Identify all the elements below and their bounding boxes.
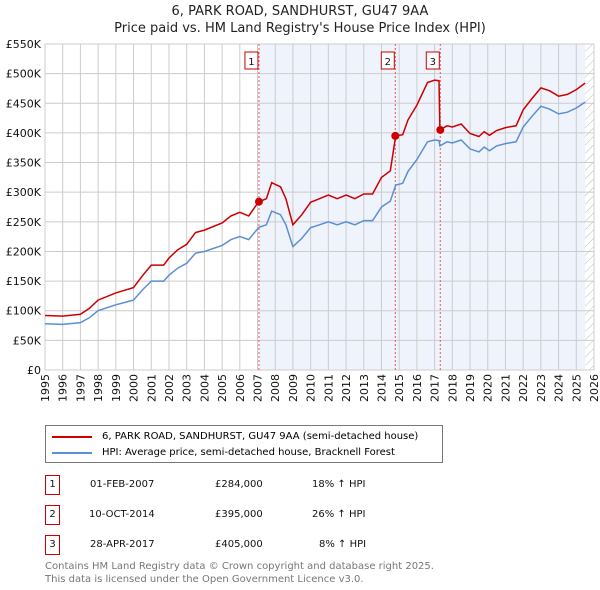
series-line xyxy=(44,101,586,326)
y-tick-label: £300K xyxy=(6,186,42,199)
marker-badge: 3 xyxy=(45,535,60,555)
transaction-row: 1 01-FEB-2007 £284,000 18% ↑ HPI xyxy=(45,475,445,495)
x-tick-label: 2000 xyxy=(128,374,141,402)
x-tick-label: 2019 xyxy=(464,374,477,402)
y-tick-label: £150K xyxy=(6,275,42,288)
x-tick-label: 2001 xyxy=(145,374,158,402)
date: 01-FEB-2007 xyxy=(90,479,155,490)
price: £405,000 xyxy=(215,539,263,550)
price: £395,000 xyxy=(215,509,263,520)
x-tick-label: 2010 xyxy=(305,374,318,402)
forecast-hatch xyxy=(585,44,594,370)
hpi-diff: 8% ↑ HPI xyxy=(319,539,367,550)
x-tick-label: 2020 xyxy=(482,374,495,402)
sale-label-box xyxy=(425,51,440,70)
x-tick-label: 2026 xyxy=(588,374,600,402)
y-tick-label: £200K xyxy=(6,245,42,258)
sale-label: 3 xyxy=(430,57,436,68)
x-tick-label: 2011 xyxy=(322,374,335,402)
y-tick-label: £100K xyxy=(6,305,42,318)
x-tick-label: 2004 xyxy=(198,374,211,402)
marker-badge: 1 xyxy=(45,475,60,495)
transaction-row: 3 28-APR-2017 £405,000 8% ↑ HPI xyxy=(45,535,445,555)
x-tick-label: 2022 xyxy=(517,374,530,402)
x-tick-label: 2021 xyxy=(499,374,512,402)
legend-property: 6, PARK ROAD, SANDHURST, GU47 9AA (semi-… xyxy=(102,431,419,442)
x-tick-label: 2013 xyxy=(358,374,371,402)
x-tick-label: 1998 xyxy=(92,374,105,402)
x-tick-label: 2016 xyxy=(411,374,424,402)
sale-label: 2 xyxy=(385,57,391,68)
chart-subtitle: Price paid vs. HM Land Registry's House … xyxy=(114,21,486,36)
y-tick-label: £450K xyxy=(6,97,42,110)
marker-badge: 2 xyxy=(45,505,60,525)
shaded-region xyxy=(258,44,586,370)
legend: 6, PARK ROAD, SANDHURST, GU47 9AA (semi-… xyxy=(45,425,443,463)
sale-point xyxy=(391,131,400,140)
x-tick-label: 2015 xyxy=(393,374,406,402)
footer-copyright: Contains HM Land Registry data © Crown c… xyxy=(45,561,434,572)
x-tick-label: 1996 xyxy=(57,374,70,402)
legend-blue-line xyxy=(52,451,92,454)
x-tick-label: 2014 xyxy=(375,374,388,402)
sale-point xyxy=(254,197,263,206)
x-tick-label: 2018 xyxy=(446,374,459,402)
date: 10-OCT-2014 xyxy=(89,509,155,520)
x-tick-label: 2017 xyxy=(429,374,442,402)
x-tick-label: 2024 xyxy=(553,374,566,402)
hpi-diff: 18% ↑ HPI xyxy=(312,479,366,490)
x-tick-label: 2012 xyxy=(340,374,353,402)
x-tick-label: 2005 xyxy=(216,374,229,402)
price: £284,000 xyxy=(215,479,263,490)
x-tick-label: 1995 xyxy=(39,374,52,402)
sale-label: 1 xyxy=(248,57,254,68)
x-tick-label: 2009 xyxy=(287,374,300,402)
chart-svg: £0 £50K £100K £150K £200K £250K £300K £350K £400… xyxy=(6,38,600,402)
transaction-row: 2 10-OCT-2014 £395,000 26% ↑ HPI xyxy=(45,505,445,525)
legend-red-line xyxy=(52,435,92,438)
x-tick-label: 1999 xyxy=(110,374,123,402)
footer-licence: This data is licensed under the Open Gov… xyxy=(45,574,364,585)
x-tick-label: 2023 xyxy=(535,374,548,402)
x-tick-label: 1997 xyxy=(74,374,87,402)
plot-frame xyxy=(44,43,595,371)
y-tick-label: £350K xyxy=(6,157,42,170)
sale-point xyxy=(436,125,445,134)
y-tick-label: £550K xyxy=(6,38,42,51)
x-tick-label: 2006 xyxy=(234,374,247,402)
x-tick-label: 2025 xyxy=(570,374,583,402)
chart-title: 6, PARK ROAD, SANDHURST, GU47 9AA xyxy=(171,4,429,19)
sale-label-box xyxy=(380,51,395,70)
x-tick-label: 2002 xyxy=(163,374,176,402)
hpi-diff: 26% ↑ HPI xyxy=(312,509,366,520)
series-line xyxy=(44,79,586,317)
x-tick-label: 2008 xyxy=(269,374,282,402)
x-tick-label: 2003 xyxy=(181,374,194,402)
x-tick-label: 2007 xyxy=(252,374,265,402)
date: 28-APR-2017 xyxy=(90,539,155,550)
sale-label-box xyxy=(244,51,259,70)
y-tick-label: £250K xyxy=(6,216,42,229)
y-tick-label: £500K xyxy=(6,68,42,81)
y-tick-label: £50K xyxy=(13,334,42,347)
y-tick-label: £0 xyxy=(27,364,41,377)
legend-hpi: HPI: Average price, semi-detached house,… xyxy=(102,447,395,458)
y-tick-label: £400K xyxy=(6,127,42,140)
